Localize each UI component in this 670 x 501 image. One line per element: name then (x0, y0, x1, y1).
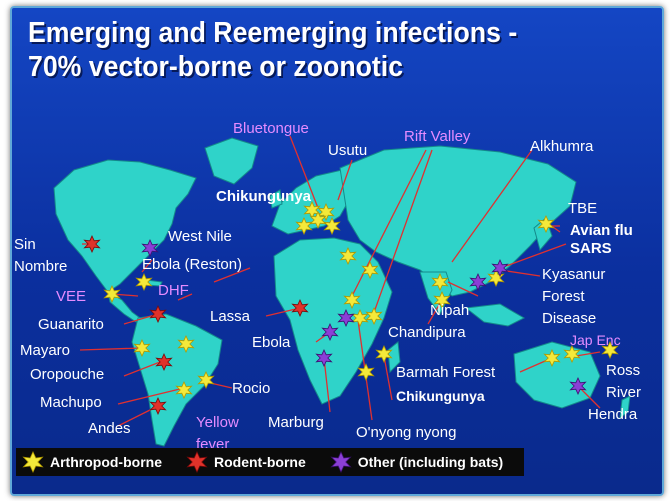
label-marburg: Marburg (268, 414, 324, 431)
rodent-burst-icon (186, 451, 208, 473)
label-vee: VEE (56, 288, 87, 305)
page-title: Emerging and Reemerging infections - 70%… (28, 16, 517, 84)
landmass-madagascar (387, 341, 401, 374)
landmass-greenland (204, 137, 259, 185)
label-onyong-nyong: O'nyong nyong (356, 424, 457, 441)
label-ebola: Ebola (252, 334, 291, 351)
label-guanarito: Guanarito (38, 316, 104, 333)
legend-label-rodent: Rodent-borne (213, 454, 306, 470)
label-machupo: Machupo (40, 394, 102, 411)
label-nipah: Nipah (430, 302, 470, 319)
label-bluetongue: Bluetongue (233, 120, 309, 137)
legend-item-arthropod: Arthropod-borne (22, 451, 162, 473)
legend: Arthropod-borne Rodent-borne Other (incl… (16, 448, 524, 476)
landmass-uk (269, 189, 283, 209)
legend-item-rodent: Rodent-borne (186, 451, 306, 473)
title-line-1: Emerging and Reemerging infections - (28, 17, 518, 49)
landmass-south-america (131, 313, 223, 447)
label-alkhumra: Alkhumra (530, 138, 594, 155)
landmass-new-zealand (619, 395, 631, 420)
label-rift-valley: Rift Valley (404, 128, 471, 145)
label-rocio: Rocio (232, 380, 271, 397)
label-ross: Ross (606, 362, 641, 379)
label-forest: Forest (542, 288, 585, 305)
label-dhf: DHF (158, 282, 189, 299)
label-lassa: Lassa (210, 308, 251, 325)
label-chikungunya-europe: Chikungunya (216, 188, 312, 205)
label-kyasanur: Kyasanur (542, 266, 606, 283)
landmass-australia (513, 341, 601, 409)
other-burst-icon (330, 451, 352, 473)
label-chandipura: Chandipura (388, 324, 466, 341)
label-oropouche: Oropouche (30, 366, 105, 383)
landmass-se-asia-islands (464, 303, 526, 327)
label-barmah-forest: Barmah Forest (396, 364, 496, 381)
label-disease: Disease (542, 310, 597, 327)
label-yellow: Yellow (196, 414, 239, 431)
label-sin: Sin (14, 236, 36, 253)
legend-item-other: Other (including bats) (330, 451, 503, 473)
label-sars: SARS (570, 240, 612, 257)
label-river: River (606, 384, 642, 401)
legend-label-arthropod: Arthropod-borne (50, 454, 162, 470)
landmass-north-america (53, 159, 197, 293)
label-andes: Andes (88, 420, 131, 437)
label-west-nile: West Nile (168, 228, 232, 245)
label-nombre: Nombre (14, 258, 68, 275)
label-ebola-reston: Ebola (Reston) (142, 256, 243, 273)
legend-label-other: Other (including bats) (357, 454, 504, 470)
label-mayaro: Mayaro (20, 342, 71, 359)
label-chikungunya-indian-ocean: Chikungunya (396, 388, 485, 404)
arthropod-burst-icon (22, 451, 44, 473)
label-hendra: Hendra (588, 406, 638, 423)
title-line-2: 70% vector-borne or zoonotic (28, 51, 404, 83)
label-tbe: TBE (568, 200, 598, 217)
label-avian-flu: Avian flu (570, 222, 633, 239)
label-jap-enc: Jap Enc (570, 332, 621, 348)
landmass-africa (273, 237, 393, 405)
label-usutu: Usutu (328, 142, 368, 159)
